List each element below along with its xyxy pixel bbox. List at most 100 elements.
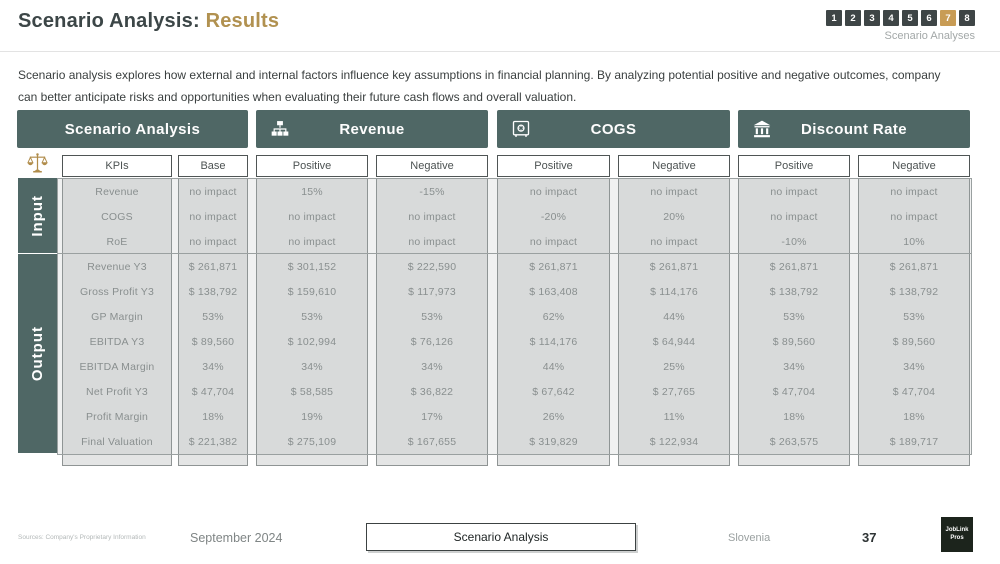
section-bar-label: Discount Rate xyxy=(800,120,908,138)
pager-page-2[interactable]: 2 xyxy=(845,10,861,26)
pager-page-6[interactable]: 6 xyxy=(921,10,937,26)
page-title: Scenario Analysis: Results xyxy=(18,10,279,33)
table-cell: $ 114,176 xyxy=(650,285,698,298)
table-cell: 10% xyxy=(903,235,925,248)
table-cell: $ 67,642 xyxy=(532,385,575,398)
table-cell: 15% xyxy=(301,185,323,198)
table-cell: -20% xyxy=(540,210,567,223)
table-cell: no impact xyxy=(890,185,938,198)
table-cell: -15% xyxy=(419,185,445,198)
table-cell: 44% xyxy=(542,360,565,373)
table-cell: $ 64,944 xyxy=(652,335,696,348)
table-cell: 19% xyxy=(301,410,323,423)
column-body: no impact no impact no impact $ 261,871 $ 13… xyxy=(178,178,248,466)
table-cell: 34% xyxy=(202,360,224,373)
table-cell: 26% xyxy=(542,410,565,423)
table-cell: $ 159,610 xyxy=(287,285,337,298)
column-body: no impact no impact 10% $ 261,871 $ 138,792 5… xyxy=(858,178,970,466)
table-cell: $ 138,792 xyxy=(188,285,238,298)
footer-page-number: 37 xyxy=(862,530,877,545)
table-cell: $ 261,871 xyxy=(649,260,699,273)
table-cell: 53% xyxy=(301,310,323,323)
company-logo: JobLink Pros xyxy=(941,517,973,552)
table-cell: RoE xyxy=(106,235,128,248)
table-cell: $ 261,871 xyxy=(529,260,578,273)
table-cell: 18% xyxy=(202,410,224,423)
table-cell: $ 261,871 xyxy=(188,260,238,273)
table-cell: 53% xyxy=(421,310,443,323)
column-header: Positive xyxy=(256,155,368,177)
table-cell: no impact xyxy=(288,235,336,248)
table-cell: 34% xyxy=(301,360,323,373)
column-body: Revenue COGS RoE Revenue Y3 Gross Profit Y3 G… xyxy=(62,178,172,466)
table-cell: $ 89,560 xyxy=(191,335,235,348)
scales-icon xyxy=(27,153,48,173)
table-cell: no impact xyxy=(770,185,818,198)
table-cell: $ 167,655 xyxy=(407,435,457,448)
table-cell: $ 319,829 xyxy=(529,435,578,448)
table-cell: Net Profit Y3 xyxy=(86,385,148,398)
table-cell: 34% xyxy=(903,360,925,373)
table-cell: 18% xyxy=(903,410,925,423)
table-cell: $ 301,152 xyxy=(287,260,337,273)
column-header: Negative xyxy=(858,155,970,177)
table-cell: no impact xyxy=(890,210,938,223)
pager-page-8[interactable]: 8 xyxy=(959,10,975,26)
table-cell: $ 36,822 xyxy=(410,385,454,398)
table-cell: $ 114,176 xyxy=(529,335,578,348)
section-bar-scenario-analysis: Scenario Analysis xyxy=(17,110,248,148)
table-cell: no impact xyxy=(529,185,578,198)
table-cell: Final Valuation xyxy=(81,435,153,448)
table-cell: COGS xyxy=(101,210,133,223)
table-cell: 25% xyxy=(663,360,685,373)
column-header: KPIs xyxy=(62,155,172,177)
table-cell: $ 58,585 xyxy=(290,385,334,398)
table-cell: 17% xyxy=(421,410,443,423)
header-divider xyxy=(0,51,1000,52)
pager-page-5[interactable]: 5 xyxy=(902,10,918,26)
table-cell: no impact xyxy=(189,185,237,198)
table-cell: $ 89,560 xyxy=(772,335,816,348)
pager-page-1[interactable]: 1 xyxy=(826,10,842,26)
pager-page-3[interactable]: 3 xyxy=(864,10,880,26)
table-cell: no impact xyxy=(770,210,818,223)
table-cell: no impact xyxy=(650,185,698,198)
table-cell: $ 189,717 xyxy=(889,435,939,448)
table-cell: no impact xyxy=(408,235,456,248)
footer-country: Slovenia xyxy=(728,532,771,544)
table-cell: 34% xyxy=(421,360,443,373)
table-cell: EBITDA Y3 xyxy=(89,335,145,348)
table-cell: -10% xyxy=(781,235,807,248)
safe-icon xyxy=(512,120,530,137)
intro-text: Scenario analysis explores how external … xyxy=(18,68,941,105)
pager-page-4[interactable]: 4 xyxy=(883,10,899,26)
table-cell: no impact xyxy=(650,235,698,248)
table-cell: 11% xyxy=(663,410,685,423)
table-cell: no impact xyxy=(288,210,336,223)
bank-icon xyxy=(753,120,771,138)
table-cell: $ 122,934 xyxy=(649,435,699,448)
table-cell: $ 76,126 xyxy=(410,335,454,348)
section-bar-label: Revenue xyxy=(339,120,405,138)
table-cell: $ 138,792 xyxy=(889,285,939,298)
table-cell: no impact xyxy=(189,210,237,223)
column-header: Base xyxy=(178,155,248,177)
sources-note: Sources: Company's Proprietary Informati… xyxy=(18,534,146,541)
column-header: Negative xyxy=(618,155,730,177)
footer-date: September 2024 xyxy=(190,531,283,545)
column-header: Positive xyxy=(738,155,850,177)
table-cell: 18% xyxy=(783,410,805,423)
pager-page-7[interactable]: 7 xyxy=(940,10,956,26)
table-cell: Revenue Y3 xyxy=(87,260,147,273)
table-cell: 53% xyxy=(903,310,925,323)
column-body: 15% no impact no impact $ 301,152 $ 159,610 5… xyxy=(256,178,368,466)
table-cell: $ 89,560 xyxy=(892,335,936,348)
table-cell: 20% xyxy=(663,210,685,223)
footer-section-box: Scenario Analysis xyxy=(366,523,636,551)
column-body: -15% no impact no impact $ 222,590 $ 117,973… xyxy=(376,178,488,466)
table-cell: $ 138,792 xyxy=(769,285,819,298)
row-group-input: Input xyxy=(18,178,57,253)
section-bar-label: Scenario Analysis xyxy=(64,120,201,138)
table-cell: no impact xyxy=(189,235,237,248)
